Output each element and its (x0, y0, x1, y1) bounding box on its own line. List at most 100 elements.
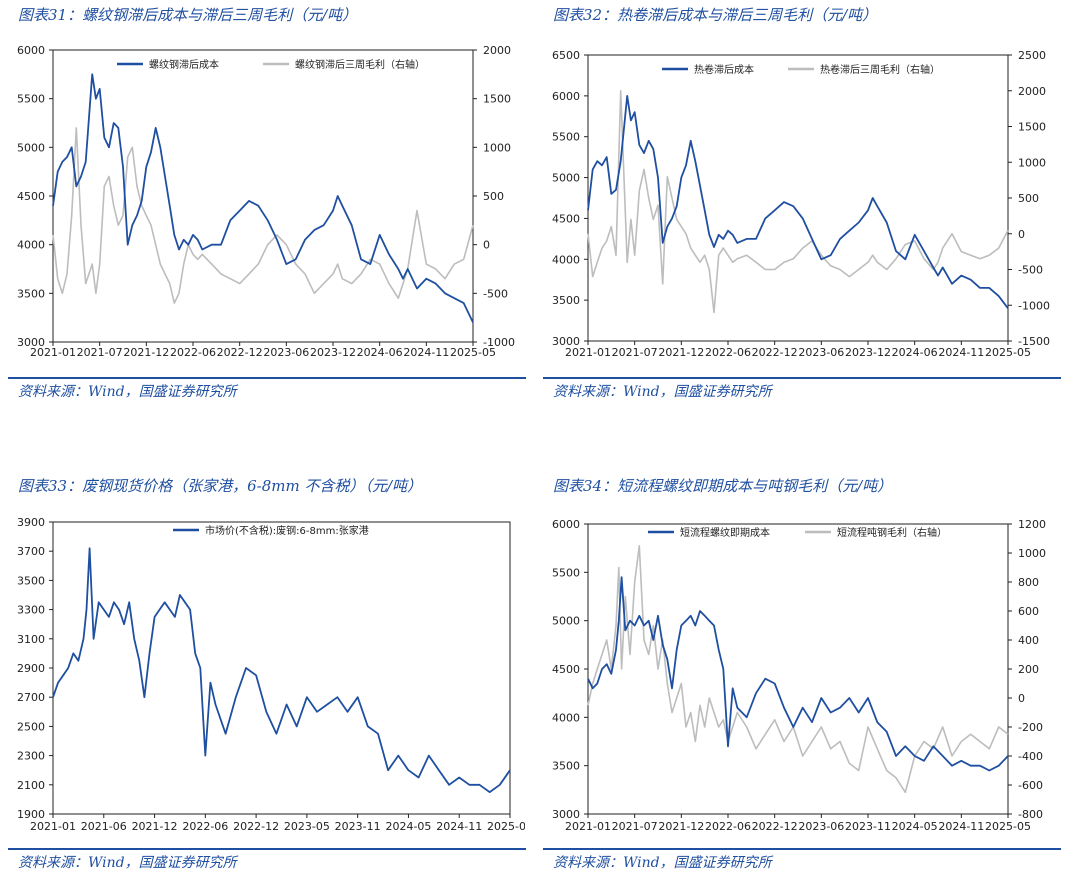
y-right-tick-label: -1500 (1018, 335, 1050, 348)
x-tick-label: 2023-11 (335, 820, 381, 833)
y-right-tick-label: -1000 (1018, 299, 1050, 312)
x-tick-label: 2024-11 (436, 820, 482, 833)
y-right-tick-label: 2500 (1018, 49, 1046, 62)
legend-label: 螺纹钢滞后三周毛利（右轴） (295, 58, 425, 71)
y-tick-label: 6000 (552, 90, 580, 103)
x-tick-label: 2021-07 (612, 820, 658, 833)
x-tick-label: 2022-06 (705, 820, 751, 833)
y-tick-label: 2100 (17, 779, 45, 792)
y-tick-label: 3900 (17, 516, 45, 529)
x-tick-label: 2021-12 (658, 820, 704, 833)
x-tick-label: 2021-01 (30, 820, 76, 833)
legend-label: 热卷滞后成本 (694, 63, 754, 76)
y-tick-label: 5500 (552, 566, 580, 579)
y-right-tick-label: -800 (1018, 808, 1043, 821)
y-tick-label: 3500 (17, 574, 45, 587)
y-tick-label: 3500 (17, 287, 45, 300)
y-tick-label: 3000 (552, 335, 580, 348)
y-tick-label: 4500 (552, 663, 580, 676)
y-right-tick-label: 1000 (1018, 547, 1046, 560)
x-tick-label: 2023-06 (798, 820, 844, 833)
y-tick-label: 2500 (17, 720, 45, 733)
x-tick-label: 2021-07 (612, 346, 658, 359)
y-tick-label: 5500 (17, 93, 45, 106)
x-tick-label: 2021-07 (77, 346, 123, 359)
source-note-31: 资料来源：Wind，国盛证券研究所 (18, 384, 237, 400)
plot-frame (52, 49, 474, 343)
legend-label: 短流程螺纹即期成本 (680, 526, 770, 539)
series-line (52, 73, 474, 323)
y-right-tick-label: 500 (1018, 192, 1039, 205)
series-line (587, 95, 1009, 309)
chart-31: 3000 3500 4000 4500 5000 5500 6000 -1000 -500 0 50… (17, 44, 515, 359)
chart-title-31: 图表31：螺纹钢滞后成本与滞后三周毛利（元/吨） (18, 6, 358, 24)
y-tick-label: 2300 (17, 750, 45, 763)
x-tick-label: 2022-06 (170, 346, 216, 359)
series-line (587, 576, 1009, 772)
divider (8, 848, 526, 850)
series-line (52, 127, 474, 304)
y-right-tick-label: -400 (1018, 750, 1043, 763)
y-tick-label: 6000 (552, 518, 580, 531)
x-tick-label: 2023-05 (284, 820, 330, 833)
x-tick-label: 2022-06 (182, 820, 228, 833)
x-tick-label: 2025-05 (985, 346, 1031, 359)
y-tick-label: 5000 (552, 172, 580, 185)
y-tick-label: 3000 (17, 336, 45, 349)
y-right-tick-label: -500 (483, 287, 508, 300)
y-right-tick-label: 500 (483, 190, 504, 203)
y-right-tick-label: 400 (1018, 634, 1039, 647)
x-tick-label: 2024-06 (357, 346, 403, 359)
x-tick-label: 2023-12 (845, 346, 891, 359)
x-tick-label: 2024-05 (892, 820, 938, 833)
source-note-33: 资料来源：Wind，国盛证券研究所 (18, 855, 237, 871)
x-tick-label: 2024-05 (385, 820, 431, 833)
x-tick-label: 2025-05 (487, 820, 525, 833)
y-tick-label: 3100 (17, 633, 45, 646)
y-tick-label: 1900 (17, 808, 45, 821)
x-tick-label: 2022-06 (705, 346, 751, 359)
legend-label: 热卷滞后三周毛利（右轴） (820, 63, 940, 76)
y-tick-label: 3700 (17, 545, 45, 558)
source-note-32: 资料来源：Wind，国盛证券研究所 (553, 384, 772, 400)
y-right-tick-label: 1000 (1018, 156, 1046, 169)
y-tick-label: 5000 (17, 141, 45, 154)
plot-frame (52, 521, 511, 815)
y-right-tick-label: -1000 (483, 336, 515, 349)
x-tick-label: 2022-12 (217, 346, 263, 359)
y-tick-label: 6500 (552, 49, 580, 62)
y-right-tick-label: -600 (1018, 779, 1043, 792)
x-tick-label: 2021-12 (132, 820, 178, 833)
plot-frame (587, 54, 1009, 342)
y-right-tick-label: 0 (1018, 692, 1025, 705)
y-tick-label: 3500 (552, 294, 580, 307)
x-tick-label: 2021-01 (565, 820, 611, 833)
chart-title-32: 图表32：热卷滞后成本与滞后三周毛利（元/吨） (553, 6, 878, 24)
y-right-tick-label: -500 (1018, 264, 1043, 277)
y-right-tick-label: 1000 (483, 141, 511, 154)
y-tick-label: 4500 (17, 190, 45, 203)
chart-32: 30003500400045005000550060006500-1500-10… (552, 49, 1050, 359)
y-right-tick-label: 200 (1018, 663, 1039, 676)
y-tick-label: 4000 (552, 253, 580, 266)
x-tick-label: 2022-12 (233, 820, 279, 833)
divider (543, 848, 1061, 850)
y-right-tick-label: 2000 (483, 44, 511, 57)
chart-34: 3000350040004500500055006000-800-600-400… (552, 518, 1046, 833)
y-tick-label: 3500 (552, 760, 580, 773)
series-line (52, 547, 511, 794)
legend-label: 螺纹钢滞后成本 (149, 58, 219, 71)
x-tick-label: 2023-06 (263, 346, 309, 359)
y-right-tick-label: 800 (1018, 576, 1039, 589)
y-right-tick-label: 600 (1018, 605, 1039, 618)
x-tick-label: 2024-11 (403, 346, 449, 359)
x-tick-label: 2023-06 (798, 346, 844, 359)
x-tick-label: 2021-06 (81, 820, 127, 833)
y-tick-label: 4000 (552, 711, 580, 724)
y-right-tick-label: 0 (1018, 228, 1025, 241)
y-tick-label: 2700 (17, 691, 45, 704)
legend-label: 短流程吨钢毛利（右轴） (837, 526, 947, 539)
series-line (587, 90, 1009, 314)
chart-33: 1900 2100 2300 2500 2700 2900 3100 3300 3500 3700… (17, 516, 525, 833)
x-tick-label: 2021-01 (30, 346, 76, 359)
